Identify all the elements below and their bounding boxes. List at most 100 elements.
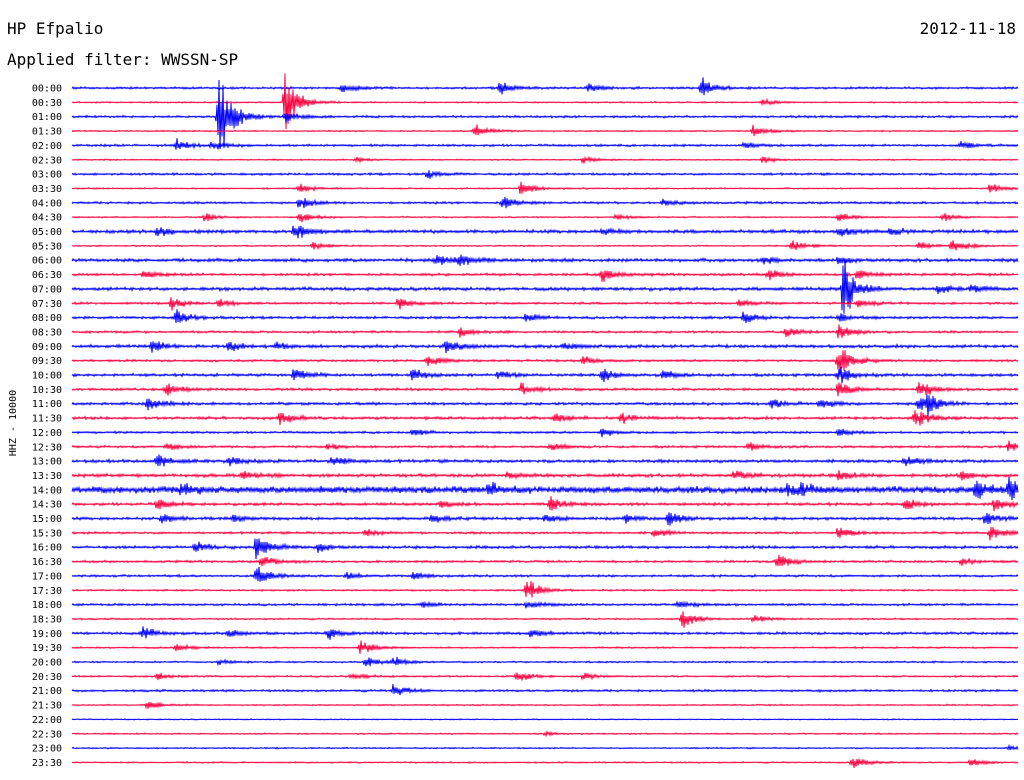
time-label: 00:00 (32, 84, 62, 95)
time-label: 05:30 (32, 241, 62, 252)
seismogram-trace (71, 382, 1019, 397)
time-label: 21:30 (32, 701, 62, 712)
seismogram-trace (71, 240, 1019, 251)
time-label: 07:00 (32, 284, 62, 295)
time-label: 09:30 (32, 356, 62, 367)
seismogram-trace (71, 566, 1019, 582)
seismogram-trace (71, 656, 1019, 667)
seismogram-trace (71, 341, 1019, 354)
station-title: HP Efpalio (7, 19, 104, 38)
seismogram-trace (71, 626, 1019, 640)
seismogram-trace (71, 258, 1019, 314)
time-label: 10:00 (32, 371, 62, 382)
seismogram-trace (71, 366, 1019, 384)
seismogram-trace (71, 440, 1019, 452)
seismogram-trace (71, 213, 1019, 223)
seismogram-trace (71, 718, 1019, 721)
time-label: 08:30 (32, 327, 62, 338)
date-label: 2012-11-18 (919, 19, 1016, 38)
seismogram-trace (71, 197, 1019, 209)
time-label: 19:30 (32, 643, 62, 654)
seismogram-trace (71, 309, 1019, 324)
time-label: 09:00 (32, 342, 62, 353)
time-label: 15:30 (32, 528, 62, 539)
time-label: 10:30 (32, 385, 62, 396)
seismogram-trace (71, 428, 1019, 438)
seismogram-trace (71, 394, 1019, 417)
time-label: 23:00 (32, 744, 62, 755)
seismogram-trace (71, 124, 1019, 137)
time-label: 12:00 (32, 428, 62, 439)
time-label: 01:00 (32, 112, 62, 123)
time-label: 02:00 (32, 141, 62, 152)
seismogram-trace (71, 600, 1019, 609)
seismogram-trace (71, 73, 1019, 130)
time-label: 01:30 (32, 127, 62, 138)
seismogram-trace (71, 155, 1019, 165)
time-label: 07:30 (32, 299, 62, 310)
time-label: 16:30 (32, 557, 62, 568)
seismogram-trace (71, 743, 1019, 751)
seismogram-trace (71, 454, 1019, 467)
seismogram-trace (71, 640, 1019, 654)
seismogram-trace (71, 672, 1019, 681)
seismogram-trace (71, 324, 1019, 339)
seismogram-trace (71, 730, 1019, 738)
time-label: 05:00 (32, 227, 62, 238)
seismogram-trace (71, 181, 1019, 194)
trace-group (71, 73, 1019, 768)
time-label: 03:00 (32, 170, 62, 181)
time-label: 22:30 (32, 729, 62, 740)
seismogram-trace (71, 297, 1019, 311)
time-label: 13:30 (32, 471, 62, 482)
time-label: 18:00 (32, 600, 62, 611)
seismogram-trace (71, 683, 1019, 696)
seismogram-trace (71, 580, 1019, 598)
time-label: 23:30 (32, 758, 62, 769)
time-label: 06:00 (32, 256, 62, 267)
seismogram-trace (71, 758, 1019, 768)
time-label: 06:30 (32, 270, 62, 281)
seismogram-trace (71, 170, 1019, 179)
time-label: 14:00 (32, 485, 62, 496)
time-label: 18:30 (32, 614, 62, 625)
channel-label: HHZ - 10000 (8, 390, 19, 456)
time-label: 04:30 (32, 213, 62, 224)
seismogram-trace (71, 701, 1019, 710)
seismogram-trace (71, 554, 1019, 567)
seismogram-trace (71, 225, 1019, 239)
seismogram-trace (71, 270, 1019, 282)
time-label: 13:00 (32, 457, 62, 468)
seismogram-trace (71, 470, 1019, 481)
time-label: 12:30 (32, 442, 62, 453)
time-label: 14:30 (32, 500, 62, 511)
time-label: 03:30 (32, 184, 62, 195)
time-label: 16:00 (32, 543, 62, 554)
time-label: 17:00 (32, 571, 62, 582)
seismogram-trace (71, 254, 1019, 266)
seismogram-trace (71, 611, 1019, 628)
filter-label: Applied filter: WWSSN-SP (7, 50, 239, 69)
seismogram-trace (71, 476, 1019, 501)
seismogram-trace (71, 79, 1019, 149)
time-label: 20:30 (32, 672, 62, 683)
seismogram-trace (71, 138, 1019, 150)
time-label: 08:00 (32, 313, 62, 324)
time-label: 21:00 (32, 686, 62, 697)
time-label: 02:30 (32, 155, 62, 166)
seismogram-trace (71, 410, 1019, 426)
seismogram-trace (71, 496, 1019, 512)
time-label: 11:30 (32, 414, 62, 425)
seismogram-trace (71, 538, 1019, 560)
seismogram-trace (71, 77, 1019, 96)
time-label: 22:00 (32, 715, 62, 726)
time-label-group: 00:00 00:30 01:00 01:30 02:00 02:30 03:00 03:30… (32, 84, 62, 769)
time-label: 17:30 (32, 586, 62, 597)
time-label: 11:00 (32, 399, 62, 410)
time-label: 19:00 (32, 629, 62, 640)
seismogram-trace (71, 350, 1019, 372)
seismogram-trace (71, 526, 1019, 541)
time-label: 04:00 (32, 198, 62, 209)
time-label: 15:00 (32, 514, 62, 525)
